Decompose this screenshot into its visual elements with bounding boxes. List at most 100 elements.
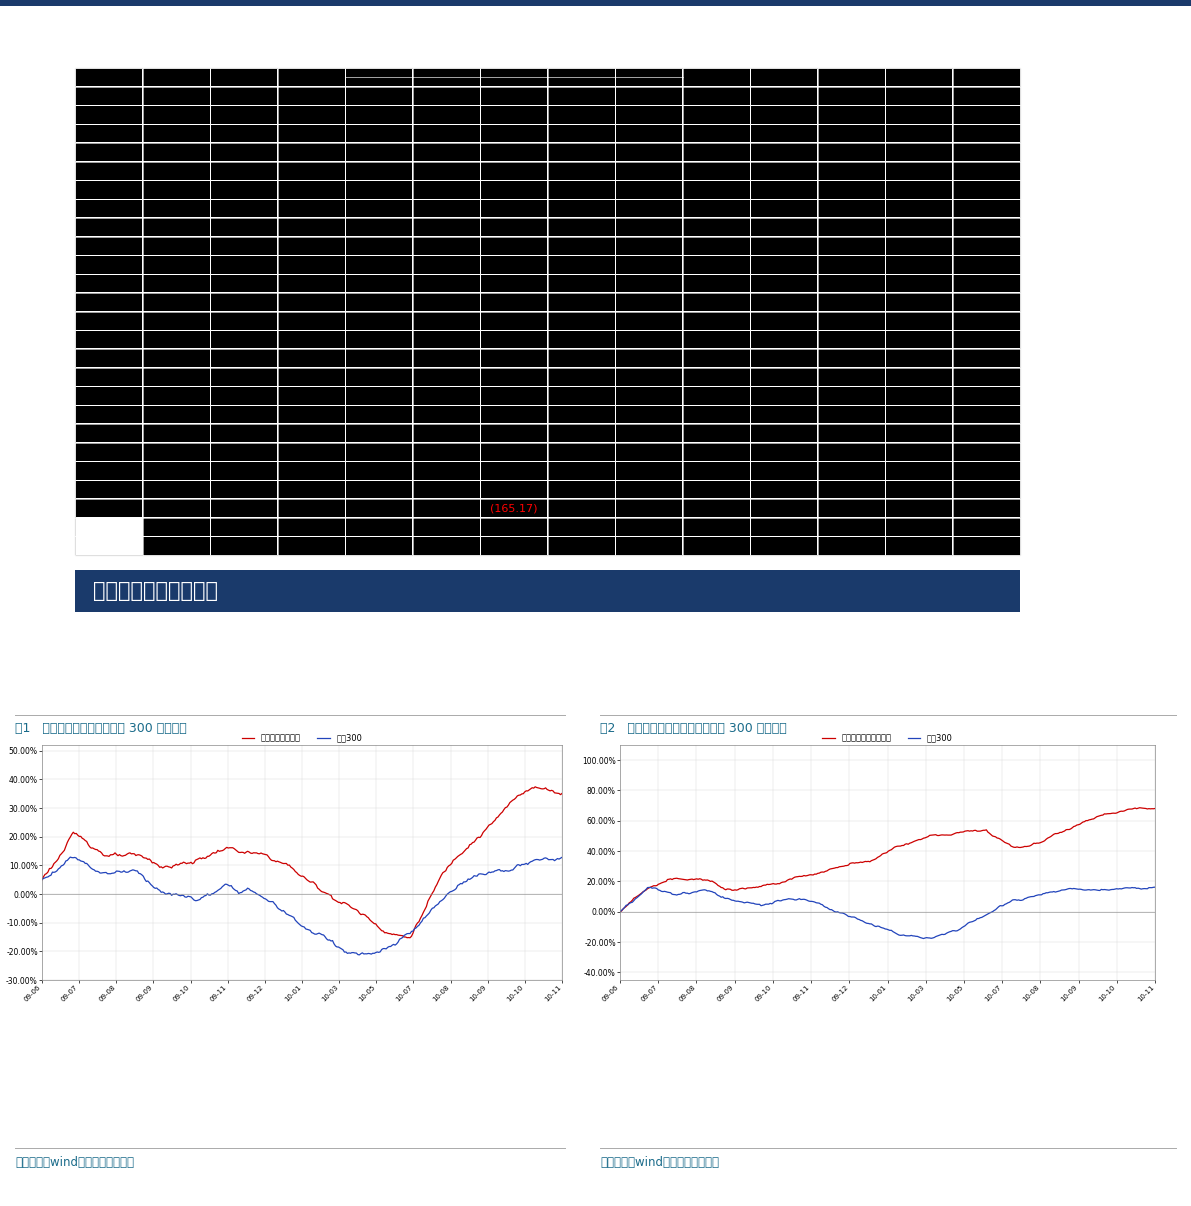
Bar bbox=[75, 312, 142, 329]
Bar bbox=[480, 106, 547, 124]
沪深300 bbox=[755, 898, 769, 913]
Bar bbox=[750, 480, 817, 498]
Bar bbox=[278, 275, 344, 292]
Bar bbox=[548, 162, 615, 180]
Bar bbox=[750, 368, 817, 386]
Bar bbox=[75, 200, 142, 217]
Bar bbox=[211, 499, 278, 517]
Bar bbox=[345, 519, 412, 535]
Bar bbox=[413, 181, 480, 199]
Bar bbox=[548, 87, 615, 105]
Text: 资料来源：wind，国海证券研究所: 资料来源：wind，国海证券研究所 bbox=[600, 1155, 719, 1169]
Bar bbox=[480, 443, 547, 461]
Bar bbox=[143, 462, 210, 480]
Bar bbox=[143, 350, 210, 367]
Text: 图2   轨道交通重点公司指数与沪深 300 指数比较: 图2 轨道交通重点公司指数与沪深 300 指数比较 bbox=[600, 722, 787, 736]
Bar bbox=[750, 519, 817, 535]
Bar bbox=[345, 87, 412, 105]
Bar bbox=[211, 350, 278, 367]
Bar bbox=[682, 162, 749, 180]
Bar bbox=[818, 499, 885, 517]
Bar bbox=[885, 312, 952, 329]
Bar bbox=[278, 405, 344, 423]
Bar bbox=[682, 480, 749, 498]
Bar bbox=[75, 181, 142, 199]
轨道交通重点公司指数 bbox=[860, 854, 874, 868]
Bar bbox=[616, 425, 682, 443]
Legend: 轨道交通重点公司指数, 沪深300: 轨道交通重点公司指数, 沪深300 bbox=[818, 731, 956, 747]
Bar bbox=[143, 293, 210, 311]
Bar bbox=[211, 293, 278, 311]
Bar bbox=[616, 405, 682, 423]
Bar bbox=[143, 537, 210, 555]
Bar bbox=[278, 87, 344, 105]
Bar bbox=[818, 405, 885, 423]
Bar bbox=[616, 350, 682, 367]
Bar bbox=[616, 275, 682, 292]
Bar bbox=[885, 256, 952, 274]
Bar bbox=[211, 330, 278, 349]
Bar bbox=[616, 218, 682, 236]
Bar bbox=[413, 238, 480, 254]
Bar bbox=[211, 256, 278, 274]
Bar bbox=[885, 350, 952, 367]
Bar bbox=[143, 124, 210, 142]
Bar bbox=[818, 387, 885, 405]
Bar bbox=[616, 387, 682, 405]
Bar bbox=[682, 519, 749, 535]
Bar bbox=[818, 462, 885, 480]
Bar bbox=[953, 256, 1019, 274]
Bar bbox=[953, 293, 1019, 311]
Bar bbox=[413, 462, 480, 480]
Bar bbox=[818, 144, 885, 162]
Bar bbox=[278, 387, 344, 405]
Bar bbox=[885, 537, 952, 555]
Bar bbox=[750, 275, 817, 292]
Bar bbox=[345, 330, 412, 349]
Bar bbox=[75, 87, 142, 105]
Bar bbox=[480, 330, 547, 349]
Bar bbox=[75, 480, 142, 498]
Bar bbox=[682, 462, 749, 480]
Bar bbox=[345, 124, 412, 142]
Bar bbox=[885, 238, 952, 254]
Bar bbox=[682, 293, 749, 311]
Bar bbox=[548, 312, 615, 329]
Bar bbox=[143, 480, 210, 498]
Bar bbox=[75, 405, 142, 423]
Bar bbox=[413, 275, 480, 292]
Bar bbox=[750, 144, 817, 162]
Bar bbox=[480, 519, 547, 535]
沪深300 bbox=[343, 946, 357, 960]
Bar bbox=[143, 218, 210, 236]
Bar bbox=[211, 238, 278, 254]
Bar bbox=[413, 200, 480, 217]
Bar bbox=[818, 181, 885, 199]
轨道交通行业指数 bbox=[275, 856, 289, 871]
Bar bbox=[548, 537, 615, 555]
Bar bbox=[682, 312, 749, 329]
Bar bbox=[750, 350, 817, 367]
沪深300 bbox=[916, 931, 930, 946]
Bar bbox=[413, 368, 480, 386]
Bar bbox=[75, 275, 142, 292]
Bar bbox=[953, 368, 1019, 386]
Bar bbox=[548, 144, 615, 162]
Bar bbox=[616, 499, 682, 517]
Bar bbox=[548, 106, 615, 124]
Bar bbox=[75, 162, 142, 180]
Bar bbox=[143, 87, 210, 105]
Bar bbox=[616, 537, 682, 555]
Bar bbox=[345, 144, 412, 162]
轨道交通重点公司指数 bbox=[1142, 802, 1156, 816]
Bar bbox=[682, 387, 749, 405]
沪深300 bbox=[555, 850, 569, 865]
Bar bbox=[143, 387, 210, 405]
Bar bbox=[818, 238, 885, 254]
Bar bbox=[345, 499, 412, 517]
Bar bbox=[682, 200, 749, 217]
Bar bbox=[345, 368, 412, 386]
Bar bbox=[818, 256, 885, 274]
轨道交通重点公司指数 bbox=[1124, 802, 1139, 816]
Bar bbox=[818, 312, 885, 329]
